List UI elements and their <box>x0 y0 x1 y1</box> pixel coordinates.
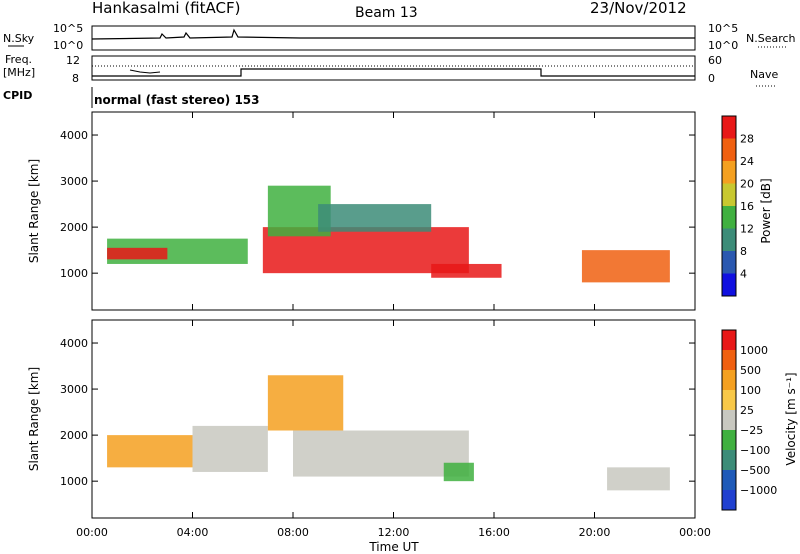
velocity-panel: 1000 2000 3000 4000 Slant Range [km] <box>27 319 696 519</box>
time-tick-label: 20:00 <box>579 526 611 539</box>
echo-region <box>318 204 432 232</box>
time-tick-label: 08:00 <box>277 526 309 539</box>
colorbar-swatch <box>722 273 736 296</box>
velocity-colorbar: 1000 500 100 25 −25 −100 −500 −1000 <box>721 329 777 511</box>
power-colorbar-label: Power [dB] <box>759 178 773 243</box>
nave-tick-bottom: 0 <box>708 72 715 85</box>
colorbar-tick-label: 24 <box>740 155 754 168</box>
y-tick-label: 3000 <box>60 383 88 396</box>
velocity-scatter-regions <box>107 375 670 491</box>
time-tick-label: 04:00 <box>177 526 209 539</box>
colorbar-tick-label: 100 <box>740 384 761 397</box>
colorbar-tick-label: 20 <box>740 178 754 191</box>
colorbar-swatch <box>722 410 736 430</box>
freq-label-line1: Freq. <box>5 53 32 66</box>
power-y-ticks: 1000 2000 3000 4000 <box>60 129 695 280</box>
colorbar-swatch <box>722 390 736 410</box>
colorbar-swatch <box>722 450 736 470</box>
velocity-panel-frame <box>91 319 696 519</box>
y-tick-label: 1000 <box>60 267 88 280</box>
colorbar-swatch <box>722 430 736 450</box>
colorbar-tick-label: −100 <box>740 444 770 457</box>
y-tick-label: 1000 <box>60 475 88 488</box>
colorbar-tick-label: 12 <box>740 223 754 236</box>
time-tick-label: 00:00 <box>76 526 108 539</box>
nave-label: Nave <box>750 68 778 81</box>
echo-region <box>581 250 670 283</box>
freq-dip-trace <box>129 69 161 74</box>
colorbar-swatch <box>722 183 736 206</box>
nsearch-tick-bottom: 10^0 <box>708 39 738 52</box>
freq-panel-frame <box>91 55 696 81</box>
nsearch-tick-top: 10^5 <box>708 22 738 35</box>
colorbar-swatch <box>722 228 736 251</box>
date-title: 23/Nov/2012 <box>590 0 687 17</box>
freq-step-trace <box>92 68 695 77</box>
time-tick-label: 16:00 <box>478 526 510 539</box>
echo-region <box>443 462 474 482</box>
echo-region <box>107 247 168 260</box>
colorbar-swatch <box>722 470 736 490</box>
time-tick-label: 00:00 <box>679 526 711 539</box>
colorbar-tick-label: 8 <box>740 245 747 258</box>
colorbar-tick-label: 1000 <box>740 344 768 357</box>
cpid-mode: normal (fast stereo) 153 <box>94 93 260 107</box>
colorbar-swatch <box>722 206 736 229</box>
y-tick-label: 4000 <box>60 337 88 350</box>
time-axis-label: Time UT <box>368 540 419 554</box>
power-colorbar: 4 8 12 16 20 24 28 <box>721 115 754 297</box>
freq-tick-top: 12 <box>66 54 80 67</box>
velocity-y-ticks: 1000 2000 3000 4000 <box>60 337 695 488</box>
time-tick-label: 12:00 <box>378 526 410 539</box>
colorbar-frame <box>721 329 737 511</box>
freq-label-line2: [MHz] <box>3 66 35 79</box>
nsearch-label: N.Search <box>746 32 796 45</box>
colorbar-tick-label: −1000 <box>740 484 777 497</box>
y-tick-label: 2000 <box>60 221 88 234</box>
y-tick-label: 4000 <box>60 129 88 142</box>
colorbar-tick-label: −25 <box>740 424 763 437</box>
colorbar-swatch <box>722 116 736 139</box>
colorbar-tick-label: −500 <box>740 464 770 477</box>
colorbar-swatch <box>722 490 736 510</box>
time-axis-ticks: 00:00 04:00 08:00 12:00 16:00 20:00 00:00 <box>76 112 711 539</box>
nave-tick-top: 60 <box>708 54 722 67</box>
y-tick-label: 3000 <box>60 175 88 188</box>
beam-title: Beam 13 <box>355 5 418 21</box>
cpid-label: CPID <box>3 89 32 102</box>
y-tick-label: 2000 <box>60 429 88 442</box>
colorbar-swatch <box>722 350 736 370</box>
power-scatter-regions <box>107 185 670 283</box>
station-title: Hankasalmi (fitACF) <box>92 0 240 17</box>
echo-region <box>192 425 268 472</box>
colorbar-frame <box>721 115 737 297</box>
nsky-tick-top: 10^5 <box>53 22 83 35</box>
colorbar-tick-label: 4 <box>740 268 747 281</box>
nsky-trace <box>91 28 695 40</box>
power-panel: 1000 2000 3000 4000 Slant Range [km] <box>27 111 696 311</box>
echo-region <box>431 263 502 278</box>
colorbar-swatch <box>722 138 736 161</box>
colorbar-swatch <box>722 161 736 184</box>
velocity-colorbar-label: Velocity [m s⁻¹] <box>784 372 798 465</box>
colorbar-tick-label: 28 <box>740 133 754 146</box>
colorbar-tick-label: 500 <box>740 364 761 377</box>
colorbar-tick-label: 16 <box>740 200 754 213</box>
colorbar-tick-label: 25 <box>740 404 754 417</box>
echo-region <box>267 375 344 431</box>
nsky-tick-bottom: 10^0 <box>53 39 83 52</box>
echo-region <box>607 467 670 491</box>
freq-tick-bottom: 8 <box>72 72 79 85</box>
colorbar-swatch <box>722 251 736 274</box>
velocity-ylabel: Slant Range [km] <box>27 367 41 471</box>
echo-region <box>107 435 193 468</box>
power-ylabel: Slant Range [km] <box>27 159 41 263</box>
nsky-label: N.Sky <box>3 32 35 45</box>
echo-region <box>293 430 469 477</box>
colorbar-swatch <box>722 330 736 350</box>
colorbar-swatch <box>722 370 736 390</box>
